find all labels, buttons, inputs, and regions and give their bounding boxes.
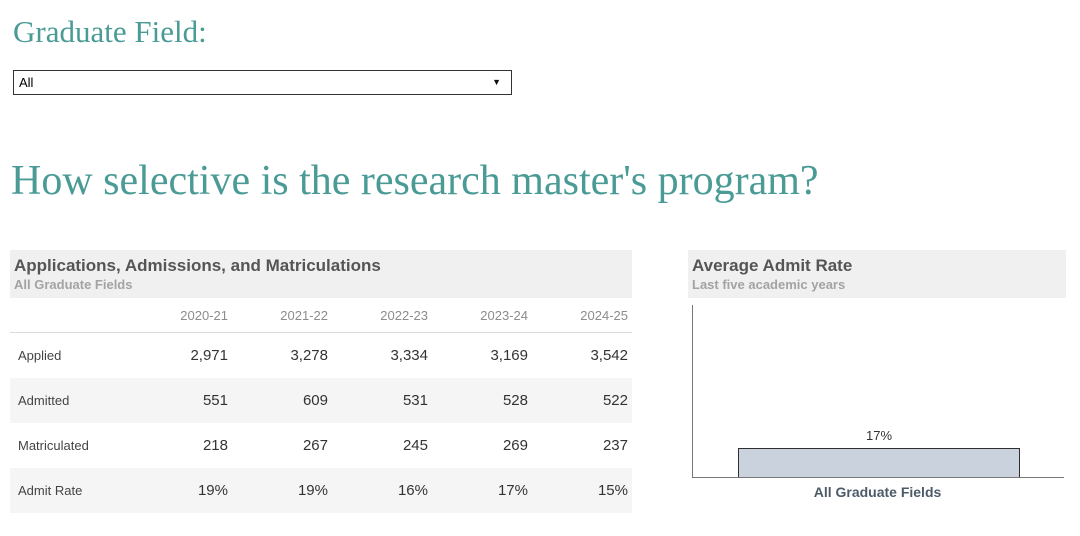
- table-cell: 218: [202, 437, 228, 454]
- table-title: Applications, Admissions, and Matriculat…: [14, 256, 381, 275]
- table-cell: 3,542: [590, 347, 628, 364]
- column-header: 2022-23: [332, 298, 432, 333]
- table-cell: 19%: [297, 482, 328, 499]
- table-cell: 531: [402, 392, 428, 409]
- table-row: Applied 2,971 3,278 3,334 3,169 3,542: [10, 333, 632, 379]
- row-label: Matriculated: [18, 438, 89, 453]
- column-header: 2021-22: [232, 298, 332, 333]
- chart-title: Average Admit Rate: [692, 256, 853, 275]
- table-cell: 2,971: [190, 347, 228, 364]
- table-cell: 19%: [197, 482, 228, 499]
- table-cell: 551: [202, 392, 228, 409]
- admit-rate-chart-card: Average Admit Rate Last five academic ye…: [688, 250, 1066, 500]
- select-value: All: [19, 75, 34, 90]
- row-label-header: [10, 298, 132, 333]
- table-cell: 3,169: [490, 347, 528, 364]
- page-title: How selective is the research master's p…: [11, 158, 819, 204]
- table-cell: 245: [402, 437, 428, 454]
- caret-down-icon: ▼: [492, 77, 501, 87]
- admissions-table: 2020-21 2021-22 2022-23 2023-24 2024-25 …: [10, 298, 632, 513]
- table-cell: 528: [502, 392, 528, 409]
- bar-value-label: 17%: [865, 428, 893, 443]
- x-axis-category-label: All Graduate Fields: [813, 484, 942, 500]
- table-row: Matriculated 218 267 245 269 237: [10, 423, 632, 468]
- table-card-header: Applications, Admissions, and Matriculat…: [10, 250, 632, 298]
- table-cell: 269: [502, 437, 528, 454]
- table-cell: 17%: [497, 482, 528, 499]
- admissions-table-card: Applications, Admissions, and Matriculat…: [10, 250, 632, 513]
- column-header: 2023-24: [432, 298, 532, 333]
- row-label: Applied: [18, 348, 62, 363]
- row-label: Admitted: [18, 393, 70, 408]
- column-header: 2020-21: [132, 298, 232, 333]
- table-row: Admit Rate 19% 19% 16% 17% 15%: [10, 468, 632, 513]
- table-subtitle: All Graduate Fields: [14, 277, 133, 292]
- table-cell: 522: [602, 392, 628, 409]
- admit-rate-bar[interactable]: [738, 448, 1020, 477]
- table-cell: 3,278: [290, 347, 328, 364]
- graduate-field-select[interactable]: All ▼: [13, 70, 512, 95]
- table-cell: 267: [302, 437, 328, 454]
- table-row: Admitted 551 609 531 528 522: [10, 378, 632, 423]
- table-header-row: 2020-21 2021-22 2022-23 2023-24 2024-25: [10, 298, 632, 333]
- table-cell: 16%: [397, 482, 428, 499]
- bar-chart-plot: 17%: [692, 305, 1064, 478]
- filter-label: Graduate Field:: [13, 14, 207, 49]
- column-header: 2024-25: [532, 298, 632, 333]
- table-cell: 609: [302, 392, 328, 409]
- chart-subtitle: Last five academic years: [692, 277, 846, 292]
- table-cell: 237: [602, 437, 628, 454]
- row-label: Admit Rate: [18, 483, 83, 498]
- chart-card-header: Average Admit Rate Last five academic ye…: [688, 250, 1066, 298]
- table-cell: 15%: [597, 482, 628, 499]
- table-cell: 3,334: [390, 347, 428, 364]
